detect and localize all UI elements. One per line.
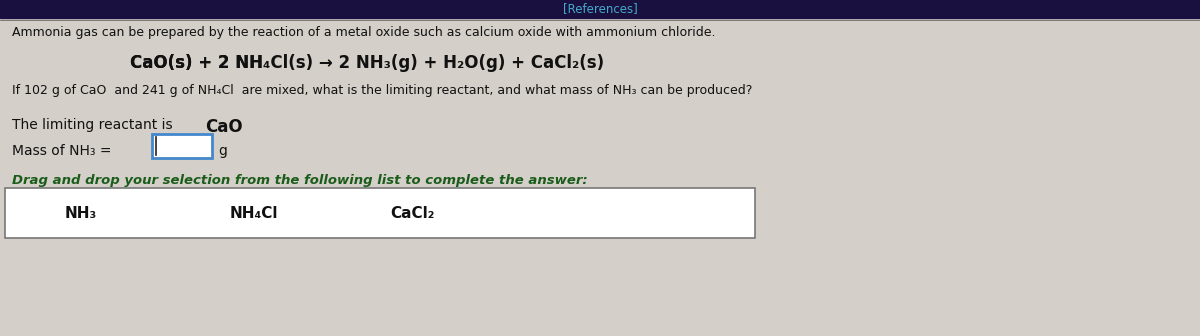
FancyBboxPatch shape xyxy=(5,188,755,238)
Bar xyxy=(0,0,1200,18)
Text: Mass of NH₃ =: Mass of NH₃ = xyxy=(12,144,112,158)
Text: NH₄Cl: NH₄Cl xyxy=(230,206,278,220)
Text: The limiting reactant is: The limiting reactant is xyxy=(12,118,173,132)
Text: CaO(s) + 2 NH₄Cl(s) → 2 NH₃(g) + H₂O(g) + CaCl₂(s): CaO(s) + 2 NH₄Cl(s) → 2 NH₃(g) + H₂O(g) … xyxy=(130,54,604,72)
Text: Drag and drop your selection from the following list to complete the answer:: Drag and drop your selection from the fo… xyxy=(12,174,588,187)
Text: NH₃: NH₃ xyxy=(65,206,97,220)
FancyBboxPatch shape xyxy=(152,134,212,158)
Text: CaO(s) + 2 NH: CaO(s) + 2 NH xyxy=(130,54,263,72)
Text: Ammonia gas can be prepared by the reaction of a metal oxide such as calcium oxi: Ammonia gas can be prepared by the react… xyxy=(12,26,715,39)
Text: g: g xyxy=(218,144,227,158)
Text: If 102 g of CaO  and 241 g of NH₄Cl  are mixed, what is the limiting reactant, a: If 102 g of CaO and 241 g of NH₄Cl are m… xyxy=(12,84,752,97)
Text: CaCl₂: CaCl₂ xyxy=(390,206,434,220)
Text: [References]: [References] xyxy=(563,2,637,15)
Text: CaO: CaO xyxy=(205,118,242,136)
